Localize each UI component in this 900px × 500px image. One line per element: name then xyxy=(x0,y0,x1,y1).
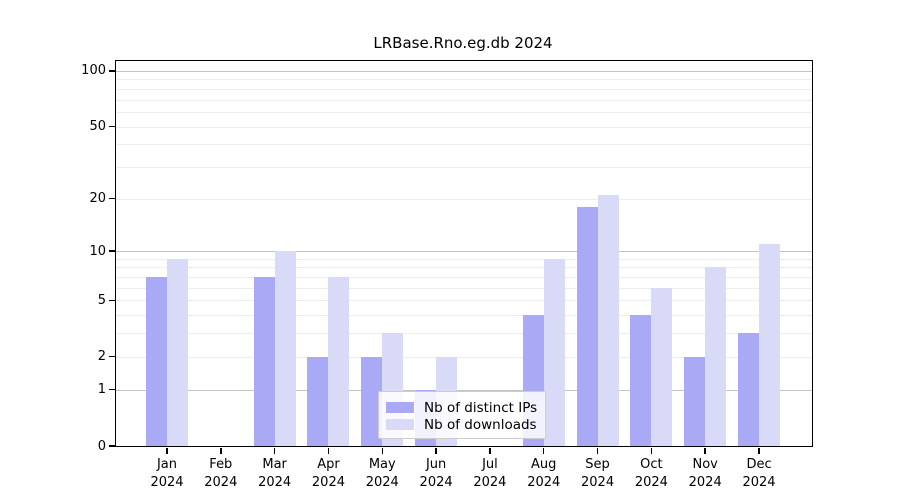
y-axis-tick-label: 1 xyxy=(97,382,106,398)
bar-downloads xyxy=(543,258,565,446)
y-axis-tick-label: 10 xyxy=(89,243,106,259)
y-axis-tick-label: 100 xyxy=(81,63,106,79)
x-axis-tick-label: Jul 2024 xyxy=(473,457,507,490)
bar-distinct-ips xyxy=(684,356,706,446)
y-axis-tick-label: 5 xyxy=(97,292,106,308)
gridline-minor xyxy=(116,287,812,289)
y-axis-tick xyxy=(108,445,115,447)
bar-distinct-ips xyxy=(307,356,329,446)
x-axis-tick xyxy=(435,447,437,454)
gridline-major xyxy=(116,251,812,253)
bar-distinct-ips xyxy=(576,206,598,446)
y-axis-tick xyxy=(108,299,115,302)
gridline-minor xyxy=(116,88,812,90)
legend-label-distinct-ips: Nb of distinct IPs xyxy=(424,399,538,416)
x-axis-tick-label: Sep 2024 xyxy=(581,457,615,490)
bar-downloads xyxy=(167,258,188,446)
gridline-minor xyxy=(116,258,812,260)
gridline-minor xyxy=(116,99,812,101)
legend-swatch-downloads xyxy=(386,419,414,430)
x-axis-tick xyxy=(650,447,653,454)
gridline-minor xyxy=(116,333,812,335)
x-axis-tick xyxy=(758,447,760,454)
y-axis-tick xyxy=(108,250,115,252)
x-axis-tick-label: Mar 2024 xyxy=(258,457,292,490)
gridline-minor xyxy=(116,126,812,128)
gridline-minor xyxy=(116,111,812,113)
x-axis-tick xyxy=(381,447,384,454)
bar-downloads xyxy=(597,194,619,446)
y-axis-tick-label: 50 xyxy=(89,119,106,134)
x-axis-tick xyxy=(273,447,276,454)
y-axis-tick-label: 0 xyxy=(97,438,106,454)
legend-item-distinct-ips: Nb of distinct IPs xyxy=(386,399,545,416)
gridline-minor xyxy=(116,356,812,358)
x-axis-tick xyxy=(704,447,706,454)
legend-item-downloads: Nb of downloads xyxy=(386,416,545,433)
y-axis-tick-label: 2 xyxy=(97,349,106,365)
gridline-minor xyxy=(116,198,812,200)
bar-distinct-ips xyxy=(630,315,652,446)
x-axis-tick xyxy=(489,447,491,454)
gridline-minor xyxy=(116,166,812,168)
x-axis-tick-label: Oct 2024 xyxy=(634,457,668,490)
chart-title: LRBase.Rno.eg.db 2024 xyxy=(373,34,553,52)
x-axis-tick xyxy=(542,447,545,454)
y-axis-tick xyxy=(108,388,115,391)
bar-distinct-ips xyxy=(738,333,760,446)
gridline-minor xyxy=(116,144,812,146)
gridline-major xyxy=(116,389,812,391)
x-axis-tick xyxy=(220,447,222,454)
x-axis-tick-label: Feb 2024 xyxy=(204,457,238,490)
x-axis-tick-label: May 2024 xyxy=(365,457,399,490)
gridline-minor xyxy=(116,277,812,279)
x-axis-tick xyxy=(166,447,168,454)
x-axis-tick-label: Apr 2024 xyxy=(311,457,345,490)
gridline-minor xyxy=(116,315,812,317)
bar-downloads xyxy=(705,267,727,446)
x-axis-tick-label: Dec 2024 xyxy=(742,457,776,490)
y-axis-tick xyxy=(108,70,115,72)
x-axis-tick-label: Nov 2024 xyxy=(688,457,722,490)
bar-distinct-ips xyxy=(361,356,383,446)
bar-downloads xyxy=(651,287,673,446)
x-axis-tick xyxy=(596,447,599,454)
plot-area: 0 1 2 5 10 20 50 100 Jan 2024 Feb 2024 Mar 2024 Apr 202… xyxy=(81,60,813,490)
bar-downloads xyxy=(759,244,781,446)
y-axis-tick xyxy=(108,197,115,200)
gridline-minor xyxy=(116,267,812,269)
gridline-minor xyxy=(116,79,812,81)
gridline-major xyxy=(116,70,812,72)
gridline-minor xyxy=(116,300,812,302)
bar-downloads xyxy=(328,277,350,446)
y-axis-tick-label: 20 xyxy=(89,191,106,207)
bar-distinct-ips xyxy=(253,277,275,446)
x-axis-tick-label: Aug 2024 xyxy=(527,457,561,490)
y-axis-tick xyxy=(108,355,115,358)
legend: Nb of distinct IPs Nb of downloads xyxy=(378,391,546,439)
x-axis-tick-label: Jun 2024 xyxy=(419,457,453,490)
legend-label-downloads: Nb of downloads xyxy=(424,416,537,433)
bar-distinct-ips xyxy=(146,277,167,446)
x-axis-tick xyxy=(327,447,330,454)
legend-swatch-distinct-ips xyxy=(386,402,414,413)
y-axis-tick xyxy=(108,125,115,128)
bar-downloads xyxy=(274,251,296,446)
x-axis-tick-label: Jan 2024 xyxy=(150,457,184,490)
